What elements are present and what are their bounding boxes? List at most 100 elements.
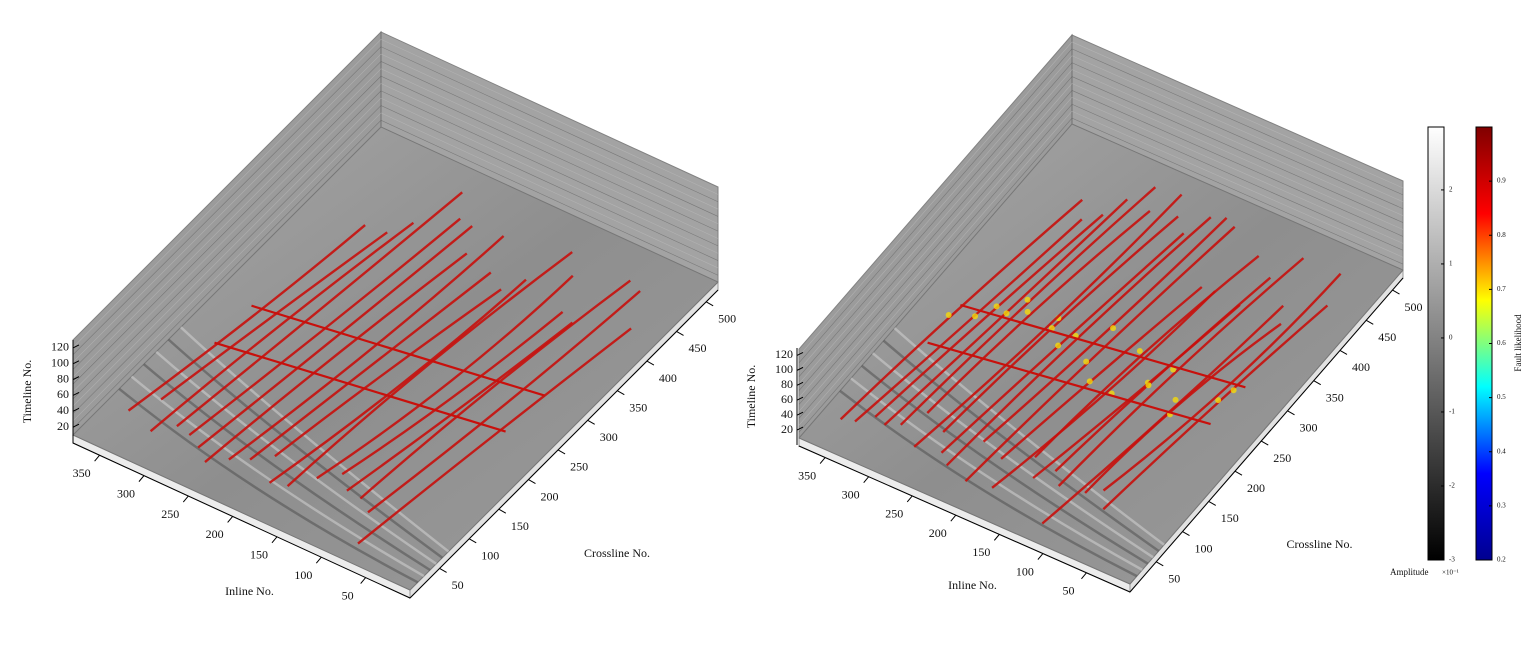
fault-trace — [839, 198, 1083, 421]
z-tick — [72, 407, 80, 412]
fault-blob — [1024, 308, 1031, 315]
y-tick-label: 250 — [570, 460, 588, 474]
horizon-band — [130, 375, 425, 578]
fault-blob — [1145, 382, 1152, 389]
z-tick — [796, 381, 804, 386]
y-axis — [1129, 277, 1404, 593]
fault-trace — [268, 278, 527, 484]
seismic-stripe — [1071, 48, 1404, 196]
x-tick — [227, 516, 234, 523]
fault-trace — [149, 221, 415, 433]
seismic-stripe — [380, 97, 719, 254]
seismic-stripe — [1071, 97, 1404, 244]
fault-blob — [1055, 342, 1062, 349]
x-tick-label: 50 — [342, 588, 354, 602]
seismic-stripe — [798, 62, 1073, 377]
x-tick-label: 50 — [1062, 584, 1074, 598]
colorbar-exponent: ×10⁻¹ — [1442, 569, 1459, 577]
y-tick — [617, 390, 625, 396]
seismic-stripe — [380, 39, 719, 195]
colorbar-tick-label: 0.5 — [1497, 393, 1506, 401]
seismic-stripe — [72, 83, 382, 392]
seismic-stripe — [798, 97, 1073, 412]
fault-trace — [249, 271, 492, 461]
y-tick — [1156, 561, 1164, 567]
y-tick-label: 200 — [540, 489, 558, 503]
fault-trace — [1032, 303, 1241, 479]
fault-trace — [1000, 286, 1203, 460]
x-tick — [863, 476, 870, 484]
colorbar-tick-label: 0 — [1449, 334, 1453, 342]
fault-trace — [204, 252, 468, 464]
z-axis-label: Timeline No. — [20, 360, 34, 424]
z-tick-label: 80 — [781, 377, 793, 391]
z-tick — [796, 396, 804, 401]
x-tick — [906, 495, 913, 503]
z-tick — [72, 360, 80, 365]
colorbar-tick-label: 0.6 — [1497, 339, 1506, 347]
fault-trace — [357, 327, 632, 545]
y-tick — [1366, 319, 1374, 325]
y-tick — [528, 479, 536, 484]
colorbar-label: Amplitude — [1390, 567, 1429, 577]
seismic-stripe — [380, 75, 719, 232]
x-tick-label: 200 — [929, 526, 947, 540]
z-axis-label: Timeline No. — [744, 365, 758, 429]
horizon-band — [882, 339, 1160, 553]
seismic-stripe — [380, 112, 719, 269]
y-tick — [498, 508, 507, 514]
z-tick — [72, 344, 80, 349]
y-tick-label: 100 — [1195, 541, 1213, 555]
seismic-stripe — [798, 41, 1073, 357]
y-axis-label: Crossline No. — [1287, 537, 1353, 551]
y-tick-label: 200 — [1247, 481, 1265, 495]
x-tick-label: 150 — [250, 548, 268, 562]
seismic-stripe — [798, 83, 1073, 398]
fault-trace — [942, 215, 1179, 433]
z-tick — [796, 426, 804, 431]
y-tick-label: 100 — [481, 549, 499, 563]
y-tick-label: 50 — [452, 578, 464, 592]
fault-blob — [1215, 397, 1222, 404]
fault-trace — [927, 341, 1211, 426]
seismic-stripe — [380, 53, 719, 210]
seismic-stripe — [1071, 110, 1404, 258]
fault-blob — [945, 312, 952, 319]
seismic-stripe — [798, 69, 1073, 384]
z-tick-label: 100 — [775, 362, 793, 376]
y-tick — [1261, 440, 1269, 446]
x-tick — [315, 556, 322, 564]
seismic-stripe — [72, 68, 382, 377]
seismic-stripe — [798, 90, 1073, 405]
horizon-band — [861, 364, 1149, 565]
y-tick-label: 500 — [718, 312, 736, 326]
fault-trace — [1102, 272, 1342, 492]
x-tick — [182, 495, 189, 503]
fault-trace — [316, 274, 574, 480]
colorbar-tick-label: -1 — [1449, 408, 1455, 416]
z-tick — [796, 411, 804, 416]
z-tick-label: 100 — [51, 356, 69, 370]
x-tick-label: 250 — [885, 507, 903, 521]
fault-blob — [1170, 366, 1177, 373]
fault-blob — [1003, 310, 1010, 317]
seismic-stripe — [798, 55, 1073, 370]
x-tick — [271, 536, 278, 544]
seismic-stripe — [1071, 69, 1404, 216]
z-tick-label: 60 — [781, 392, 793, 406]
fault-blob — [1048, 325, 1055, 332]
seismic-stripe — [380, 61, 719, 217]
z-tick-label: 40 — [781, 407, 793, 421]
horizon-band — [850, 377, 1143, 571]
z-tick-label: 60 — [57, 387, 69, 401]
seismic-stripe — [380, 120, 719, 276]
seismic-stripe — [1071, 62, 1404, 209]
x-tick — [1081, 572, 1087, 580]
seismic-stripe — [1071, 76, 1404, 223]
colorbar-tick-label: 2 — [1449, 186, 1453, 194]
horizon-band — [839, 389, 1138, 578]
seismic-stripe — [72, 46, 382, 355]
seismic-stripe — [72, 75, 382, 385]
y-tick-label: 300 — [600, 430, 618, 444]
